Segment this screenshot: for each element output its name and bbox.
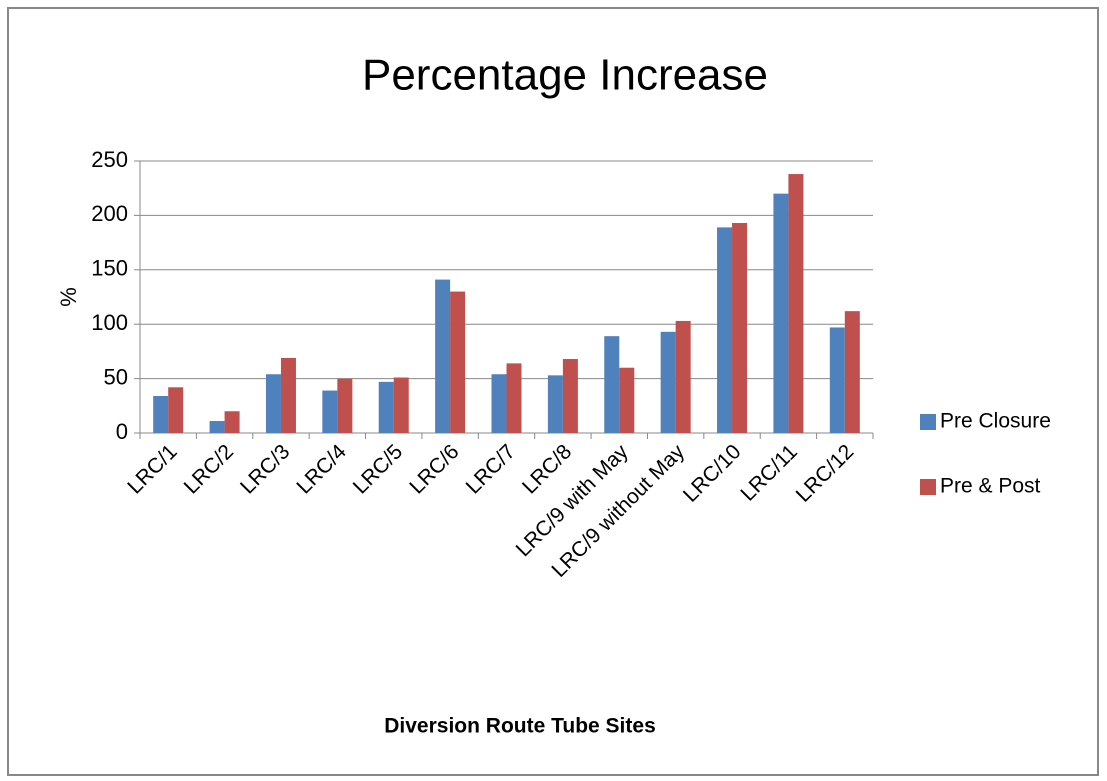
bar — [619, 367, 635, 433]
bar — [280, 357, 296, 433]
bar — [435, 279, 451, 433]
legend-swatch — [920, 479, 936, 495]
bar — [322, 390, 338, 433]
legend-swatch — [920, 414, 936, 430]
bar — [675, 320, 691, 433]
y-tick-label: 150 — [91, 256, 128, 281]
bar — [168, 387, 184, 433]
bar — [378, 381, 394, 433]
y-tick-label: 100 — [91, 310, 128, 335]
y-tick-label: 50 — [104, 364, 128, 389]
bar — [562, 359, 578, 433]
y-tick-label: 250 — [91, 147, 128, 172]
legend-label: Pre Closure — [940, 410, 1051, 433]
bar — [773, 193, 789, 433]
bar — [829, 327, 845, 433]
x-axis-label: Diversion Route Tube Sites — [384, 715, 656, 738]
y-axis-label: % — [56, 287, 81, 307]
bar — [732, 223, 748, 433]
bar — [844, 311, 860, 433]
bar — [224, 411, 240, 433]
bar — [209, 421, 225, 433]
chart-title: Percentage Increase — [362, 51, 768, 100]
bar — [547, 375, 563, 433]
legend-label: Pre & Post — [940, 475, 1041, 498]
bar — [393, 377, 409, 433]
y-tick-label: 0 — [116, 419, 128, 444]
bar — [717, 227, 733, 433]
bar — [337, 378, 353, 433]
bar — [450, 291, 466, 433]
bar — [506, 363, 522, 433]
bar — [265, 374, 281, 433]
bar — [491, 374, 507, 433]
bar — [788, 174, 804, 433]
bar — [604, 336, 620, 433]
bar — [153, 396, 169, 433]
bar — [660, 331, 676, 433]
y-tick-label: 200 — [91, 201, 128, 226]
